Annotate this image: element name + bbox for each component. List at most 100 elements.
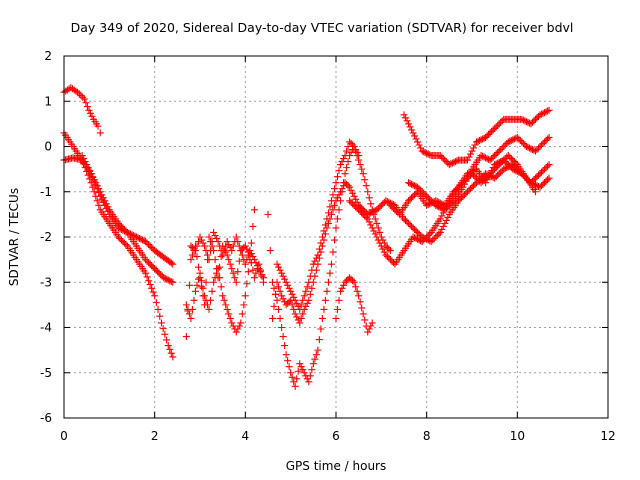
data-point-marker xyxy=(466,150,474,158)
data-point-marker xyxy=(205,305,213,313)
data-point-marker xyxy=(337,287,345,295)
data-point-marker xyxy=(506,153,514,161)
data-point-marker xyxy=(266,247,274,255)
data-point-marker xyxy=(299,296,307,304)
data-point-marker xyxy=(479,177,487,185)
data-point-marker xyxy=(371,230,379,238)
data-point-marker xyxy=(373,206,381,214)
data-point-marker xyxy=(544,176,552,184)
y-tick-label: -3 xyxy=(40,275,52,289)
data-point-marker xyxy=(343,277,351,285)
data-point-marker xyxy=(479,152,487,160)
data-point-marker xyxy=(220,247,228,255)
data-point-marker xyxy=(315,245,323,253)
data-point-marker xyxy=(169,353,177,361)
data-point-marker xyxy=(234,238,242,246)
data-point-marker xyxy=(122,241,130,249)
data-point-marker xyxy=(338,188,346,196)
data-point-marker xyxy=(421,149,429,157)
data-point-marker xyxy=(228,247,236,255)
data-point-marker xyxy=(291,296,299,304)
data-point-marker xyxy=(465,153,473,161)
data-point-marker xyxy=(185,281,193,289)
data-point-marker xyxy=(522,118,530,126)
data-point-marker xyxy=(243,245,251,253)
data-point-marker xyxy=(346,183,354,191)
data-point-marker xyxy=(332,224,340,232)
data-point-marker xyxy=(329,248,337,256)
data-point-marker xyxy=(235,242,243,250)
data-point-marker xyxy=(471,173,479,181)
data-point-marker xyxy=(418,147,426,155)
series-s9 xyxy=(269,143,363,390)
data-point-marker xyxy=(400,111,408,119)
data-point-marker xyxy=(157,319,165,327)
data-point-marker xyxy=(321,221,329,229)
data-point-marker xyxy=(538,182,546,190)
data-point-marker xyxy=(247,250,255,258)
data-point-marker xyxy=(296,360,304,368)
data-point-marker xyxy=(193,281,201,289)
data-point-marker xyxy=(349,141,357,149)
data-point-marker xyxy=(117,236,125,244)
data-point-marker xyxy=(308,284,316,292)
data-point-marker xyxy=(329,191,337,199)
data-point-marker xyxy=(223,238,231,246)
data-point-marker xyxy=(530,146,538,154)
data-point-marker xyxy=(290,293,298,301)
data-point-marker xyxy=(240,301,248,309)
data-point-marker xyxy=(545,161,553,169)
data-point-marker xyxy=(409,192,417,200)
data-point-marker xyxy=(385,245,393,253)
data-point-marker xyxy=(199,284,207,292)
chart-title: Day 349 of 2020, Sidereal Day-to-day VTE… xyxy=(71,20,574,35)
data-point-marker xyxy=(403,218,411,226)
data-point-marker xyxy=(492,173,500,181)
data-point-marker xyxy=(421,191,429,199)
data-point-marker xyxy=(323,224,331,232)
data-point-marker xyxy=(352,147,360,155)
data-point-marker xyxy=(157,271,165,279)
data-point-marker xyxy=(182,301,190,309)
data-point-marker xyxy=(389,204,397,212)
data-point-marker xyxy=(293,313,301,321)
data-point-marker xyxy=(327,210,335,218)
data-point-marker xyxy=(492,123,500,131)
data-point-marker xyxy=(321,230,329,238)
data-point-marker xyxy=(330,201,338,209)
data-point-marker xyxy=(370,227,378,235)
data-point-marker xyxy=(359,170,367,178)
data-point-marker xyxy=(444,213,452,221)
data-point-marker xyxy=(96,129,104,137)
data-point-marker xyxy=(536,143,544,150)
data-point-marker xyxy=(386,201,394,209)
data-point-marker xyxy=(519,116,527,124)
data-point-marker xyxy=(402,114,410,122)
data-point-marker xyxy=(534,182,542,190)
data-point-marker xyxy=(332,314,340,322)
data-point-marker xyxy=(294,302,302,310)
data-point-marker xyxy=(338,284,346,292)
data-point-marker xyxy=(479,135,487,143)
data-point-marker xyxy=(346,274,354,282)
data-point-marker xyxy=(320,305,328,313)
data-point-marker xyxy=(83,161,91,169)
data-point-marker xyxy=(374,236,382,244)
data-point-marker xyxy=(504,152,512,160)
data-point-marker xyxy=(516,136,524,144)
data-point-marker xyxy=(201,301,209,309)
data-point-marker xyxy=(373,233,381,241)
data-point-marker xyxy=(415,230,423,238)
data-point-marker xyxy=(512,134,520,142)
data-point-marker xyxy=(95,201,103,209)
data-point-marker xyxy=(497,168,505,176)
x-tick-label: 6 xyxy=(332,429,340,443)
data-point-marker xyxy=(143,273,151,281)
data-point-marker xyxy=(225,310,233,318)
data-point-marker xyxy=(94,122,102,130)
data-point-marker xyxy=(269,278,277,286)
data-point-marker xyxy=(531,115,539,123)
data-point-marker xyxy=(349,277,357,285)
data-point-marker xyxy=(334,173,342,181)
data-point-marker xyxy=(470,144,478,152)
